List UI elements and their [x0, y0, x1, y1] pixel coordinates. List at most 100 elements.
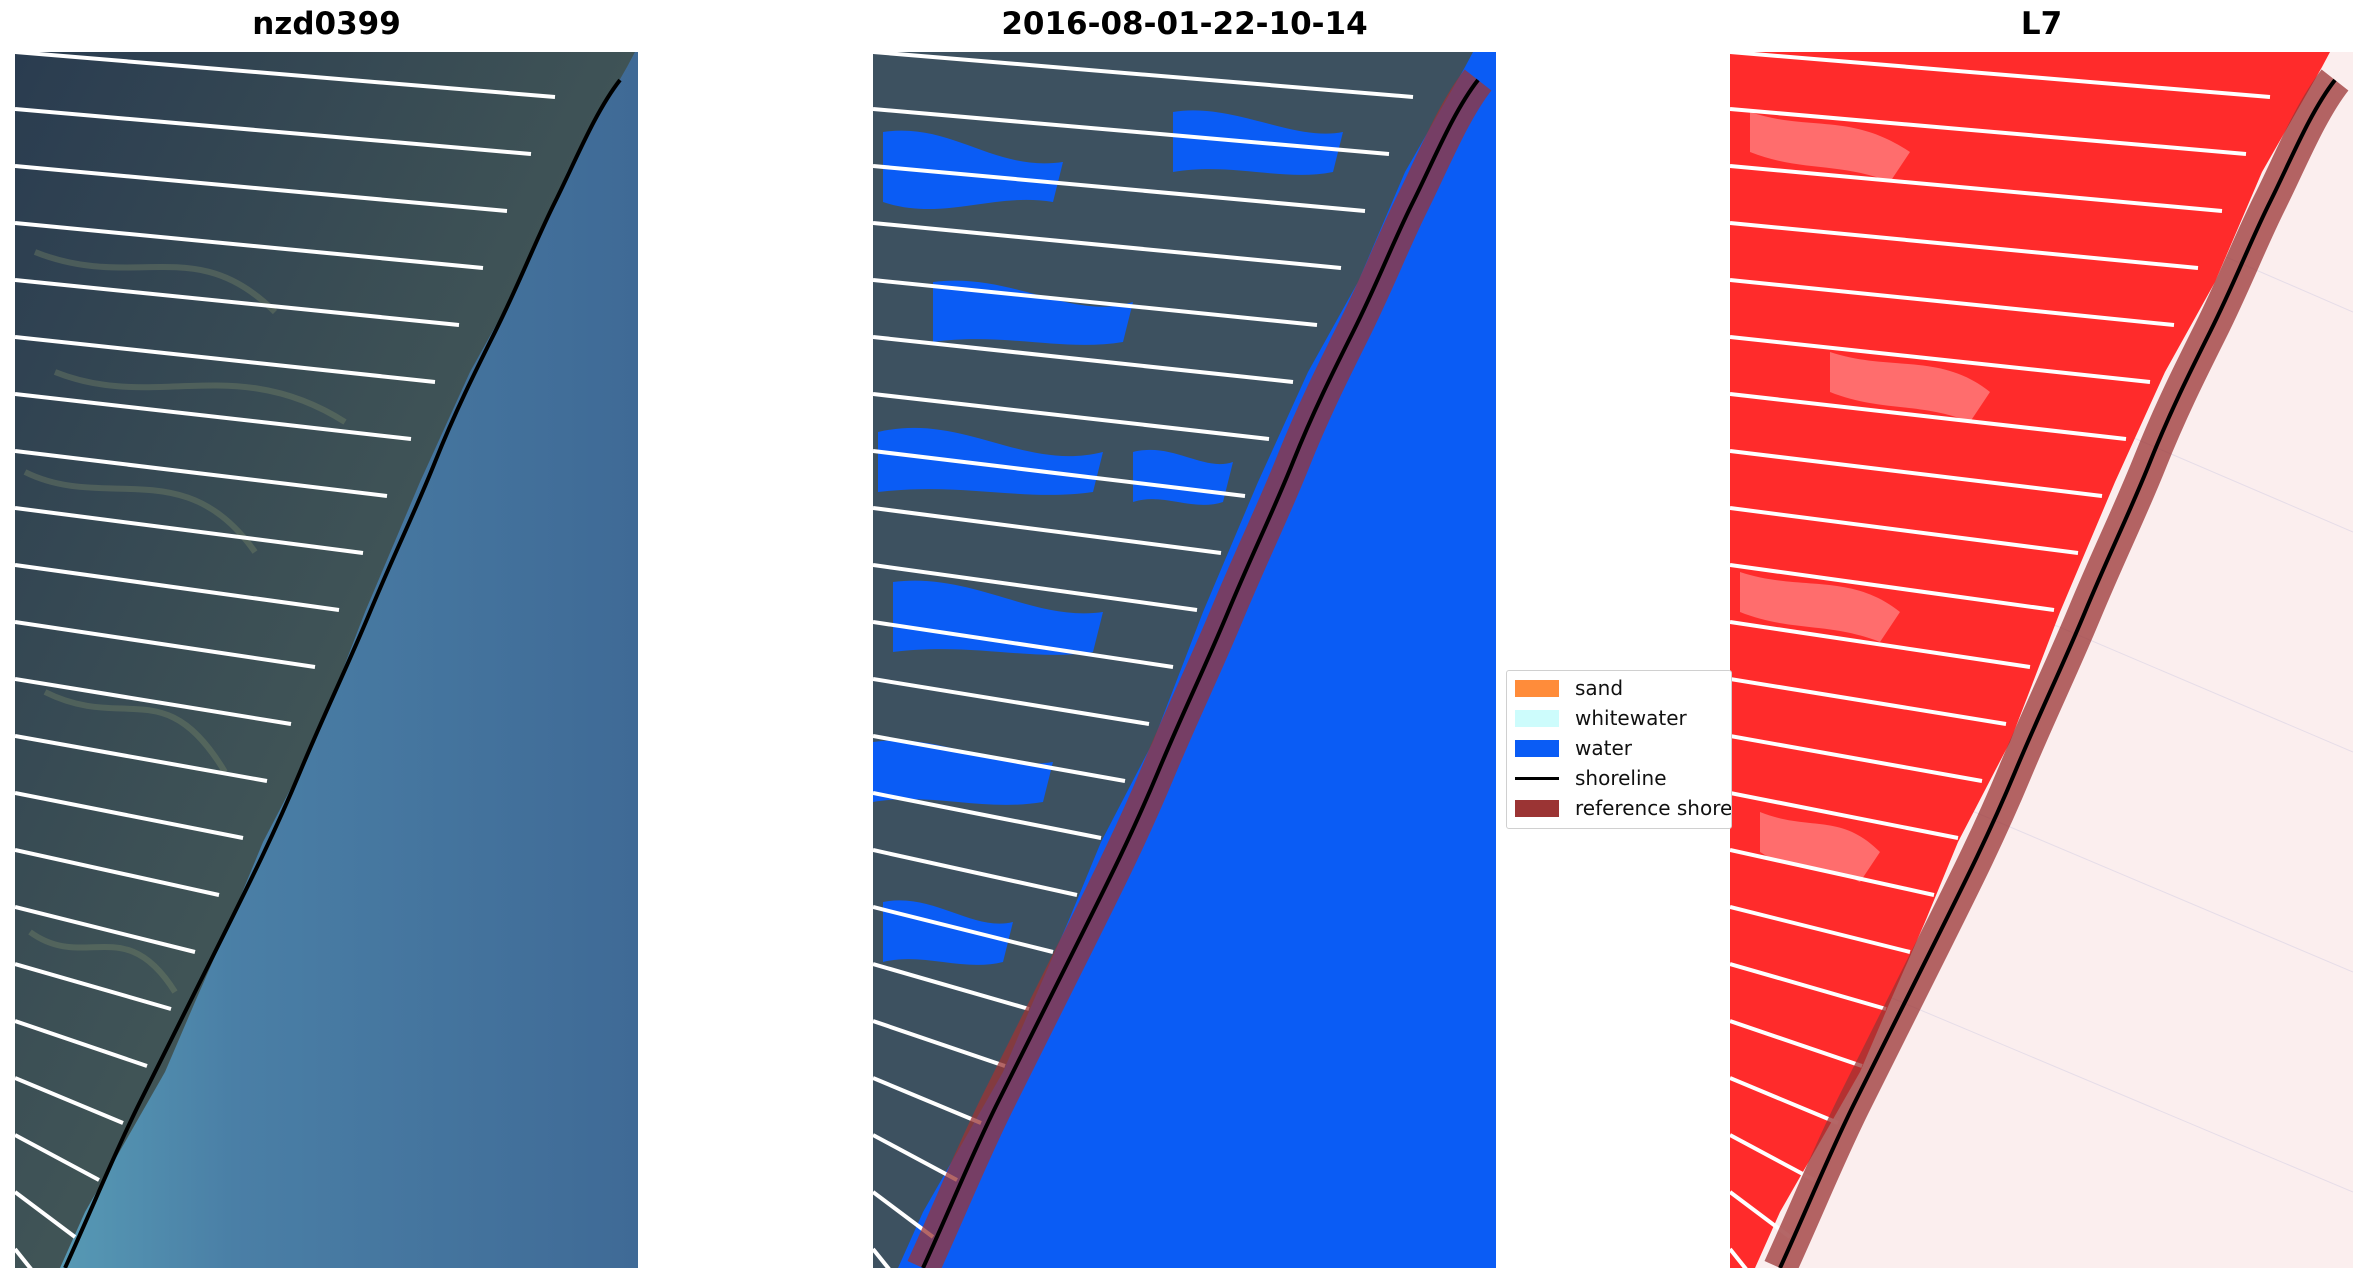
- rgb-image-panel: [15, 52, 638, 1268]
- scan-gap-line: [873, 905, 1054, 954]
- legend: sand whitewater water shoreline referenc…: [1506, 670, 1732, 829]
- scan-gap-line: [15, 1019, 148, 1068]
- shoreline: [921, 78, 1480, 1268]
- scan-gap-line: [15, 1190, 77, 1239]
- scan-gap-line: [15, 164, 508, 213]
- scan-gap-line: [1730, 563, 2055, 612]
- scan-gap-line: [1730, 962, 1887, 1011]
- scan-gap-line: [1730, 449, 2103, 498]
- scan-gap-line: [873, 620, 1174, 669]
- scan-gap-line: [873, 1076, 982, 1125]
- classified-image: [873, 52, 1496, 1268]
- scan-gap-line: [873, 221, 1342, 270]
- scan-gap-line: [873, 164, 1366, 213]
- scan-gap-line: [15, 1133, 100, 1182]
- legend-item-whitewater: whitewater: [1515, 705, 1687, 731]
- scan-gap-line: [873, 335, 1294, 384]
- scan-gap-line: [873, 791, 1102, 840]
- legend-item-water: water: [1515, 735, 1632, 761]
- scan-gap-line: [1730, 734, 1983, 783]
- legend-label-reference-shoreline-buffer: reference shoreline buffer: [1575, 796, 1732, 820]
- legend-label-sand: sand: [1575, 676, 1624, 700]
- classified-image-panel: [873, 52, 1496, 1268]
- land-area: [15, 52, 635, 1268]
- legend-swatch-water: [1515, 739, 1559, 757]
- scan-gaps: [873, 52, 1414, 1268]
- legend-swatch-whitewater: [1515, 709, 1559, 727]
- scan-gap-line: [1730, 335, 2151, 384]
- scan-gap-line: [1730, 1076, 1839, 1125]
- scan-gap-line: [873, 449, 1246, 498]
- legend-swatch-reference-buffer: [1515, 799, 1559, 817]
- scan-gap-line: [1730, 506, 2079, 555]
- scan-gap-line: [15, 221, 484, 270]
- shoreline: [63, 78, 622, 1268]
- index-image: [1730, 52, 2353, 1268]
- land-texture: [1740, 112, 1990, 882]
- land-area: [1730, 52, 2330, 1268]
- index-image-panel: [1730, 52, 2353, 1268]
- panel-title-1: nzd0399: [252, 6, 401, 42]
- scan-gap-line: [15, 620, 316, 669]
- scan-gap-line: [15, 962, 172, 1011]
- scan-gap-line: [873, 677, 1150, 726]
- scan-gap-line: [15, 52, 556, 99]
- legend-item-shoreline: shoreline: [1515, 765, 1667, 791]
- scan-gap-line: [15, 677, 292, 726]
- scan-gap-line: [1730, 52, 2271, 99]
- scan-gap-line: [873, 1019, 1006, 1068]
- scan-gap-line: [15, 734, 268, 783]
- scan-gap-line: [873, 734, 1126, 783]
- legend-label-whitewater: whitewater: [1575, 706, 1687, 730]
- panel-title-2: 2016-08-01-22-10-14: [1001, 6, 1368, 42]
- scan-gap-line: [873, 848, 1078, 897]
- scan-gap-line: [15, 791, 244, 840]
- scan-gap-line: [15, 449, 388, 498]
- land-area: [873, 52, 1473, 1268]
- scan-gap-line: [873, 1247, 891, 1268]
- water-patches: [873, 110, 1343, 965]
- scan-gap-line: [15, 278, 460, 327]
- legend-label-shoreline: shoreline: [1575, 766, 1667, 790]
- legend-swatch-sand: [1515, 679, 1559, 697]
- scan-gap-line: [1730, 1247, 1748, 1268]
- scan-gap-line: [1730, 791, 1959, 840]
- scan-gap-line: [15, 392, 412, 441]
- scan-gap-line: [15, 1247, 33, 1268]
- panel-title-3: L7: [2020, 6, 2063, 42]
- scan-gap-line: [1730, 164, 2223, 213]
- land-texture: [23, 249, 347, 994]
- scan-gap-line: [15, 563, 340, 612]
- scan-gap-line: [15, 905, 196, 954]
- legend-item-sand: sand: [1515, 675, 1623, 701]
- scan-gap-line: [1730, 620, 2031, 669]
- scan-gap-line: [1730, 1133, 1815, 1182]
- scan-gap-line: [1730, 905, 1911, 954]
- scan-gap-line: [15, 335, 436, 384]
- shoreline: [1778, 78, 2337, 1268]
- scan-gap-line: [15, 506, 364, 555]
- scan-gap-line: [1730, 392, 2127, 441]
- scan-gap-line: [1730, 848, 1935, 897]
- scan-gap-line: [873, 1133, 958, 1182]
- scan-gaps: [1730, 52, 2271, 1268]
- scan-gap-line: [873, 278, 1318, 327]
- scan-gap-line: [873, 563, 1198, 612]
- rgb-image: [15, 52, 638, 1268]
- scan-gap-line: [873, 506, 1222, 555]
- scan-gap-line: [15, 107, 532, 156]
- scan-gap-line: [1730, 221, 2199, 270]
- scan-gap-line: [873, 52, 1414, 99]
- scan-gap-line: [873, 962, 1030, 1011]
- legend-label-water: water: [1575, 736, 1632, 760]
- scan-gap-line: [1730, 677, 2007, 726]
- scan-gap-line: [1730, 278, 2175, 327]
- legend-item-reference-shoreline-buffer: reference shoreline buffer: [1515, 795, 1732, 821]
- scan-gaps: [15, 52, 556, 1268]
- scan-gap-line: [873, 392, 1270, 441]
- legend-line-shoreline: [1515, 776, 1559, 780]
- scan-gap-line: [1730, 1019, 1863, 1068]
- scan-gap-line: [1730, 107, 2247, 156]
- scan-gap-line: [873, 107, 1390, 156]
- scan-gap-line: [15, 1076, 124, 1125]
